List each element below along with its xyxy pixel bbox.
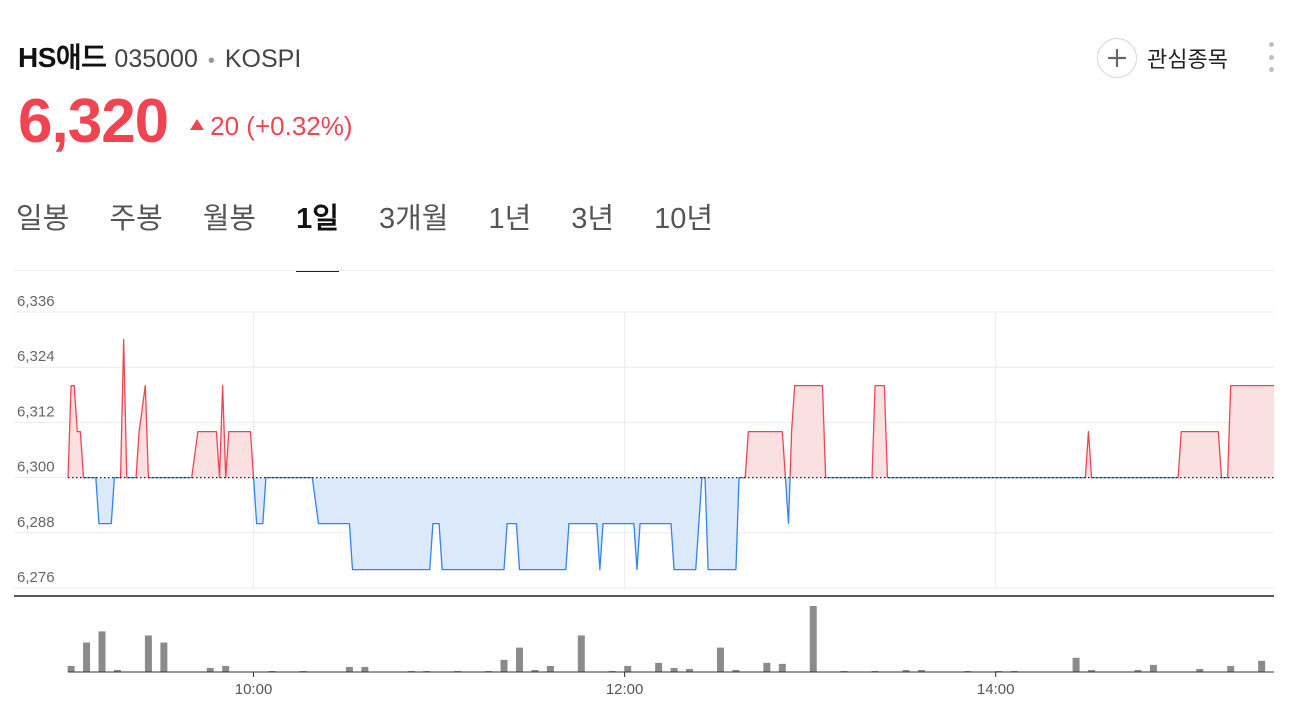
- volume-bar: [345, 666, 353, 672]
- volume-bar: [1088, 669, 1096, 672]
- y-tick-label: 6,324: [17, 348, 55, 365]
- volume-bar: [1227, 665, 1235, 672]
- volume-bar: [500, 659, 508, 672]
- y-tick-label: 6,288: [17, 514, 55, 531]
- volume-bar: [206, 667, 214, 672]
- tab-monthly[interactable]: 월봉: [202, 203, 257, 235]
- volume-bar: [67, 665, 75, 672]
- price-change: 20 (+0.32%): [190, 110, 353, 142]
- watchlist-label: 관심종목: [1147, 47, 1228, 72]
- volume-bar: [809, 606, 817, 672]
- y-tick-label: 6,336: [17, 293, 55, 310]
- volume-bar: [83, 642, 91, 672]
- intraday-chart[interactable]: 6,336 6,324 6,312 6,300 6,288 6,276 10:00 12:00…: [0, 290, 1298, 718]
- x-tick-label: 10:00: [235, 681, 273, 698]
- volume-bar: [716, 647, 724, 672]
- price-area-up: [68, 339, 1274, 478]
- y-tick-label: 6,312: [17, 403, 55, 420]
- volume-bar: [624, 665, 632, 672]
- volume-bar: [98, 631, 106, 672]
- volume-bar: [485, 670, 493, 672]
- volume-bar: [361, 666, 369, 672]
- volume-bar: [454, 670, 462, 672]
- volume-bar: [917, 669, 925, 672]
- period-tabs: 일봉 주봉 월봉 1일 3개월 1년 3년 10년: [16, 196, 753, 272]
- volume-bar: [902, 669, 910, 672]
- volume-bar: [113, 669, 121, 672]
- y-tick-label: 6,276: [17, 569, 55, 586]
- volume-bar: [515, 647, 523, 672]
- volume-bar: [1196, 668, 1204, 672]
- market-name: KOSPI: [224, 45, 302, 73]
- volume-bar: [1134, 669, 1142, 672]
- price-row: 6,320 20 (+0.32%): [18, 86, 353, 158]
- tab-1-year[interactable]: 1년: [488, 203, 532, 235]
- price-change-value: 20 (+0.32%): [210, 110, 353, 141]
- more-vertical-icon[interactable]: [1264, 42, 1278, 72]
- volume-bar: [423, 670, 431, 672]
- current-price: 6,320: [18, 87, 169, 156]
- price-area-down: [95, 477, 791, 570]
- volume-bar: [732, 669, 740, 672]
- volume-bar: [840, 670, 848, 672]
- volume-bar: [268, 670, 276, 672]
- volume-bar: [608, 670, 616, 672]
- volume-bar: [778, 663, 786, 672]
- tab-3-months[interactable]: 3개월: [378, 203, 449, 235]
- volume-bar: [763, 662, 771, 672]
- volume-bar: [222, 665, 230, 672]
- up-arrow-icon: [190, 118, 205, 130]
- stock-name: HS애드: [18, 42, 107, 73]
- volume-bar: [670, 667, 678, 672]
- separator-dot: •: [207, 50, 215, 72]
- volume-bar: [546, 665, 554, 672]
- volume-bar: [655, 662, 663, 672]
- stock-code: 035000: [114, 45, 198, 73]
- volume-bar: [1258, 660, 1266, 672]
- add-watchlist-button[interactable]: 관심종목: [1097, 38, 1228, 78]
- plus-icon: [1097, 38, 1137, 78]
- volume-bar: [160, 642, 168, 672]
- volume-bar: [577, 635, 585, 672]
- tab-weekly[interactable]: 주봉: [109, 203, 163, 235]
- volume-bar: [407, 670, 415, 672]
- tab-1-day[interactable]: 1일: [296, 196, 339, 272]
- volume-bar: [144, 635, 152, 672]
- price-line-down: [68, 477, 1229, 571]
- tabs-divider: [14, 270, 1274, 271]
- volume-bar: [531, 669, 539, 672]
- volume-bar: [686, 668, 694, 672]
- volume-bar: [1072, 657, 1080, 672]
- y-tick-label: 6,300: [17, 459, 55, 476]
- x-tick-label: 14:00: [977, 681, 1015, 698]
- volume-bar: [964, 670, 972, 672]
- volume-bar: [871, 670, 879, 672]
- volume-bar: [1149, 664, 1157, 672]
- volume-bar: [995, 670, 1003, 672]
- volume-bar: [299, 670, 307, 672]
- volume-bar: [1010, 670, 1018, 672]
- x-tick-label: 12:00: [606, 681, 644, 698]
- tab-10-years[interactable]: 10년: [654, 203, 713, 235]
- tab-daily[interactable]: 일봉: [16, 203, 70, 235]
- tab-3-years[interactable]: 3년: [571, 203, 615, 235]
- stock-header: HS애드 035000 • KOSPI: [18, 36, 301, 76]
